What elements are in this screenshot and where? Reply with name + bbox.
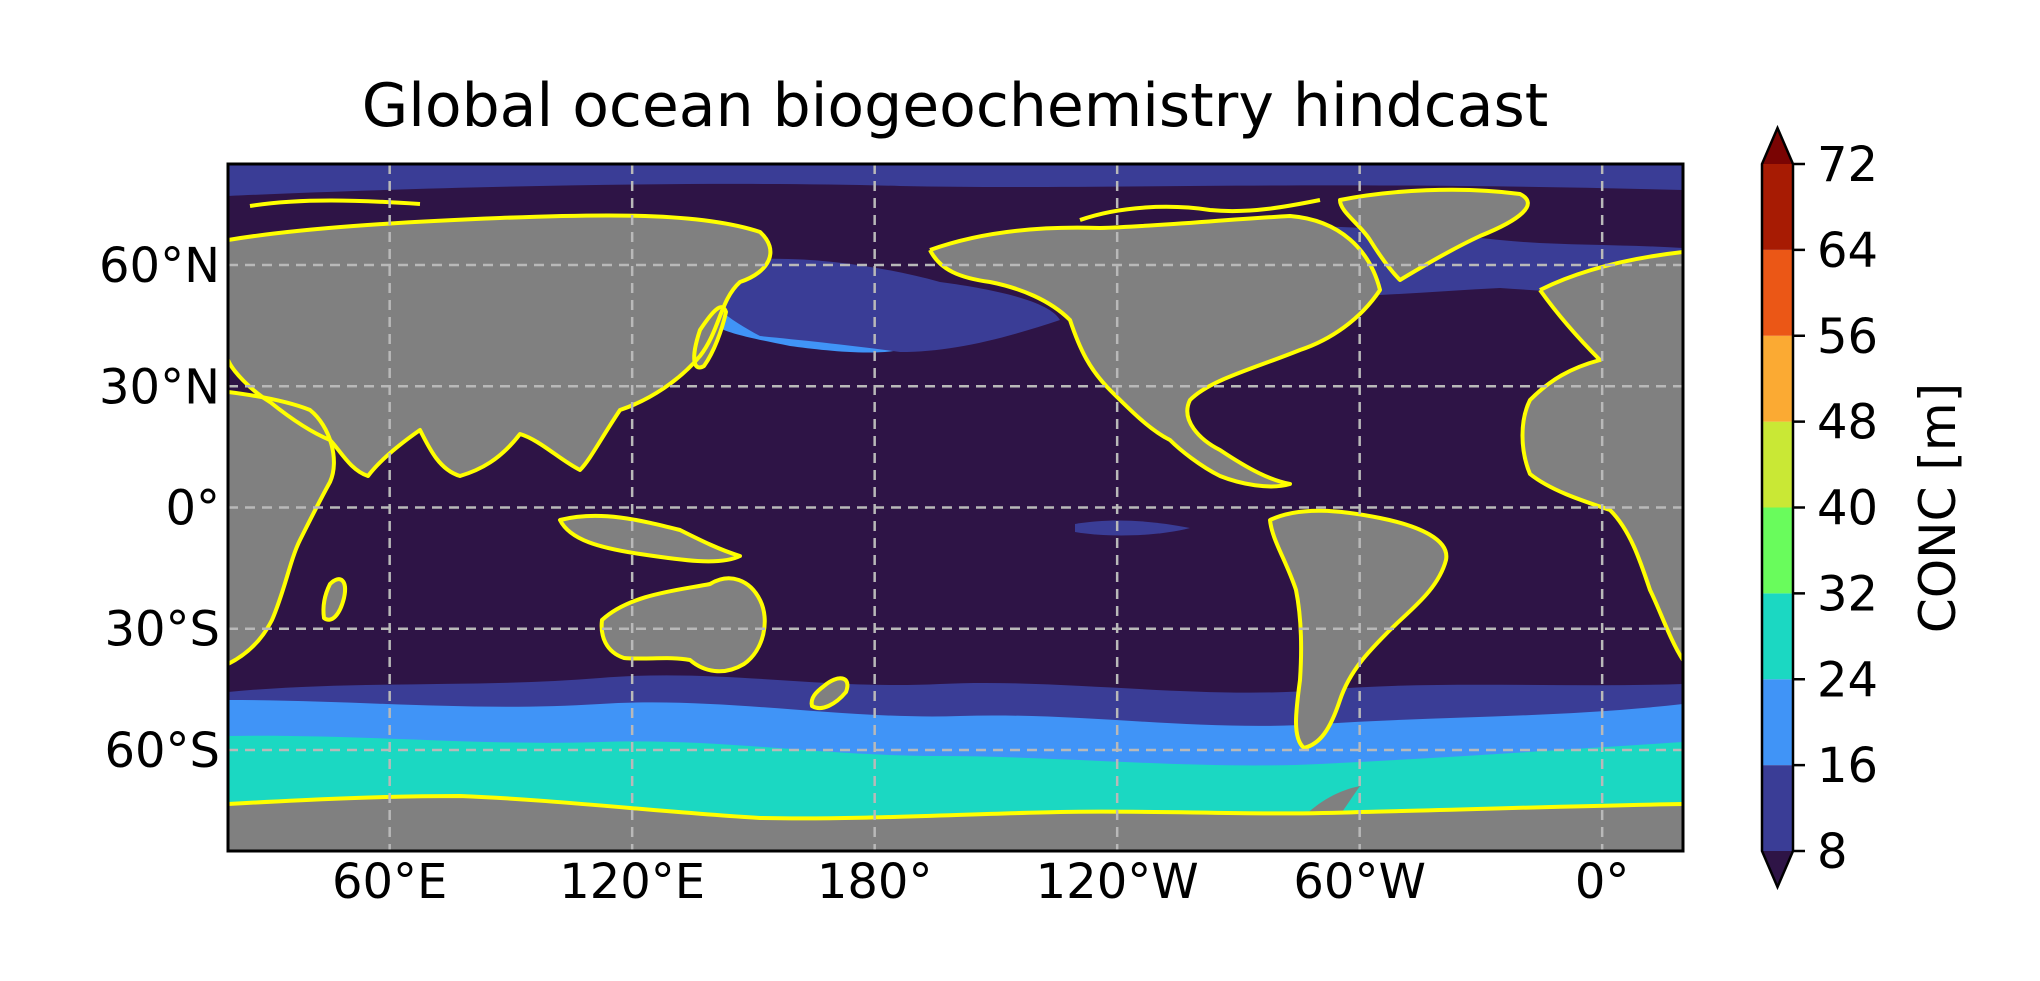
y-tick-labels: 60°N 30°N 0° 30°S 60°S (99, 238, 220, 779)
x-tick-label: 180° (817, 854, 933, 910)
colorbar: 8 16 24 32 40 48 56 64 72 (1762, 128, 1878, 887)
x-tick-labels: 60°E 120°E 180° 120°W 60°W 0° (332, 854, 1629, 910)
x-tick-label: 120°W (1036, 854, 1199, 910)
colorbar-segment (1762, 422, 1793, 508)
colorbar-tick-label: 16 (1817, 738, 1878, 794)
y-tick-label: 0° (165, 481, 220, 537)
colorbar-segment (1762, 164, 1793, 250)
colorbar-tick-label: 24 (1817, 652, 1878, 708)
colorbar-segment (1762, 593, 1793, 679)
colorbar-segment (1762, 679, 1793, 765)
colorbar-tick-label: 32 (1817, 566, 1878, 622)
x-tick-label: 60°W (1293, 854, 1426, 910)
colorbar-extend-under (1762, 851, 1793, 887)
x-tick-label: 60°E (332, 854, 447, 910)
colorbar-tick-label: 72 (1817, 137, 1878, 193)
x-tick-label: 0° (1575, 854, 1630, 910)
colorbar-segment (1762, 508, 1793, 594)
map-area (228, 164, 1683, 851)
colorbar-segment (1762, 250, 1793, 336)
colorbar-segment (1762, 765, 1793, 851)
map-title: Global ocean biogeochemistry hindcast (362, 71, 1549, 141)
colorbar-label: CONC [m] (1909, 383, 1967, 633)
colorbar-tick-label: 8 (1817, 824, 1848, 880)
colorbar-extend-over (1762, 128, 1793, 164)
x-tick-label: 120°E (559, 854, 705, 910)
y-tick-label: 60°N (99, 238, 220, 294)
y-tick-label: 30°S (104, 602, 220, 658)
colorbar-segment (1762, 336, 1793, 422)
y-tick-label: 60°S (104, 723, 220, 779)
colorbar-tick-label: 48 (1817, 395, 1878, 451)
colorbar-tick-label: 56 (1817, 309, 1878, 365)
colorbar-tick-label: 64 (1817, 223, 1878, 279)
y-tick-label: 30°N (99, 359, 220, 415)
colorbar-tick-label: 40 (1817, 481, 1878, 537)
